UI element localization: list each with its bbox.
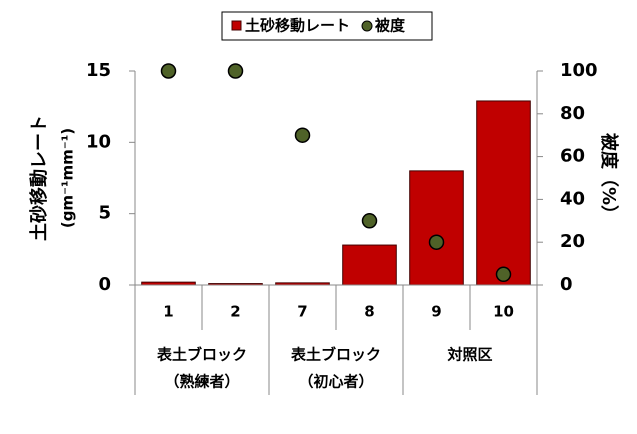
point xyxy=(160,63,177,79)
bar xyxy=(476,100,531,286)
x-tick-label: 9 xyxy=(431,303,441,321)
y-tick-label: 15 xyxy=(86,60,111,81)
legend-swatch xyxy=(231,20,242,31)
y2-axis-label: 被度（%） xyxy=(598,133,620,223)
legend-label: 土砂移動レート xyxy=(245,17,350,35)
point xyxy=(294,127,311,143)
y2-tick-label: 20 xyxy=(560,231,585,252)
group-label: （熟練者） xyxy=(164,373,239,391)
legend-swatch xyxy=(361,20,373,32)
point xyxy=(361,213,378,229)
point xyxy=(495,266,512,283)
y2-tick-label: 40 xyxy=(560,188,585,209)
point xyxy=(227,63,244,79)
legend-box xyxy=(221,11,433,41)
y2-tick-label: 80 xyxy=(560,103,585,124)
bar xyxy=(342,244,397,286)
y-tick-label: 10 xyxy=(86,131,111,152)
legend-label: 被度 xyxy=(375,17,406,35)
x-tick-label: 10 xyxy=(493,303,514,321)
y2-tick-label: 60 xyxy=(560,146,585,167)
point xyxy=(428,234,445,250)
group-label: 表土ブロック xyxy=(291,346,381,364)
x-tick-label: 1 xyxy=(163,303,173,321)
x-tick-label: 8 xyxy=(364,303,374,321)
y-tick-label: 5 xyxy=(98,203,111,224)
y-axis-label: 土砂移動レート xyxy=(28,115,50,241)
y2-tick-label: 0 xyxy=(560,274,573,295)
y-tick-label: 0 xyxy=(98,274,111,295)
y-axis-unit: (gm⁻¹mm⁻¹) xyxy=(59,128,77,228)
y2-tick-label: 100 xyxy=(560,60,598,81)
x-tick-label: 2 xyxy=(230,303,240,321)
bar xyxy=(409,170,464,286)
group-label: 対照区 xyxy=(446,346,492,364)
group-label: 表土ブロック xyxy=(157,346,247,364)
x-tick-label: 7 xyxy=(297,303,307,321)
group-label: （初心者） xyxy=(298,373,373,391)
